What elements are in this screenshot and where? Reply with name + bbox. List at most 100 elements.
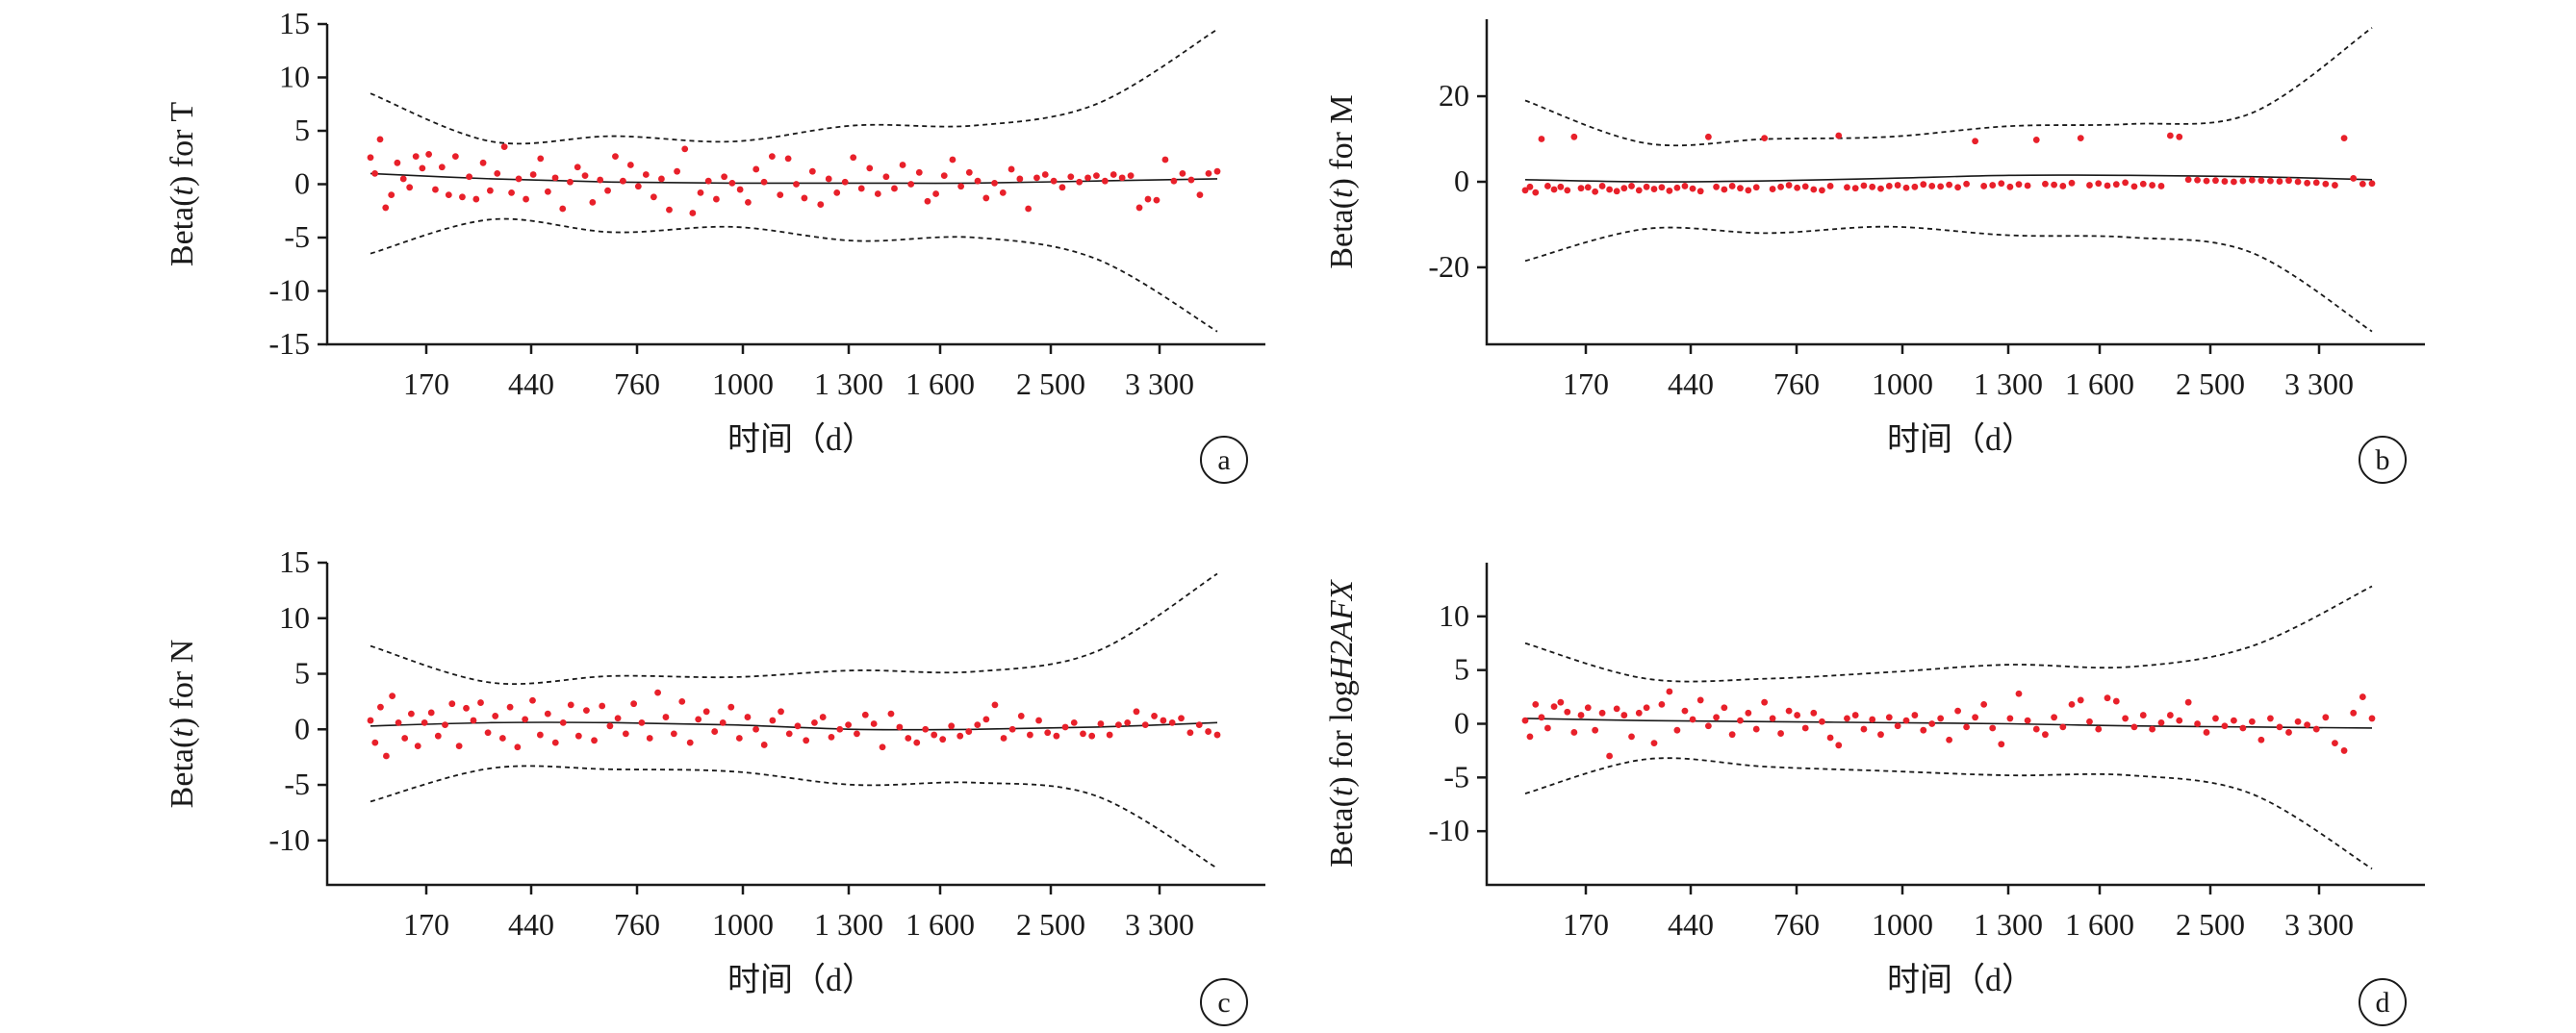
data-point: [1532, 189, 1540, 196]
data-point: [1557, 698, 1565, 706]
data-point: [887, 710, 895, 718]
data-point: [2248, 718, 2256, 725]
y-axis-title-var: t: [1324, 188, 1360, 198]
data-point: [514, 743, 522, 751]
data-point: [1728, 731, 1736, 739]
data-point: [1877, 731, 1884, 739]
data-point: [367, 717, 374, 724]
data-point: [650, 193, 657, 201]
data-point: [1745, 187, 1752, 194]
upper-confidence-band: [1524, 585, 2373, 683]
data-point: [574, 732, 582, 740]
data-point: [421, 718, 428, 726]
data-point: [785, 730, 793, 738]
data-point: [537, 155, 545, 163]
data-point: [2059, 723, 2067, 731]
data-point: [1894, 722, 1901, 730]
data-point: [559, 205, 567, 213]
data-point: [2042, 731, 2049, 739]
data-point: [2149, 725, 2156, 733]
data-point: [1946, 736, 1953, 743]
data-point: [567, 178, 574, 186]
data-point: [1144, 195, 1152, 203]
data-point: [711, 728, 719, 735]
data-point: [666, 206, 673, 214]
data-point: [1017, 713, 1025, 719]
data-point: [1810, 186, 1818, 193]
data-point: [1577, 712, 1585, 718]
data-point: [1819, 718, 1825, 725]
data-point: [1526, 733, 1534, 741]
data-point: [1752, 184, 1760, 191]
data-point: [713, 195, 720, 203]
data-point: [448, 700, 456, 708]
data-point: [1777, 730, 1784, 737]
data-point: [1761, 135, 1769, 142]
data-point: [388, 191, 395, 199]
data-point: [874, 190, 881, 197]
data-point: [689, 210, 697, 216]
y-tick-label: 0: [294, 711, 310, 745]
data-point: [833, 189, 841, 196]
data-point: [484, 729, 492, 737]
data-point: [801, 194, 808, 202]
fitted-line: [370, 721, 1218, 731]
y-axis-title-prefix: Beta(: [165, 195, 200, 266]
data-point: [1752, 725, 1760, 733]
data-point: [695, 716, 702, 723]
data-point: [866, 164, 874, 172]
data-point: [466, 173, 473, 181]
data-point: [1851, 185, 1859, 192]
y-tick-label: -10: [1428, 813, 1469, 847]
data-point: [1989, 724, 1997, 732]
y-tick-label: 5: [294, 113, 310, 147]
data-point: [442, 721, 448, 729]
data-point: [784, 155, 792, 163]
data-point: [2051, 714, 2058, 721]
data-point: [1666, 187, 1673, 194]
data-point: [1543, 183, 1551, 189]
data-point: [819, 714, 827, 720]
y-axis-title-prefix: Beta(: [1324, 198, 1360, 269]
data-point: [591, 737, 598, 744]
data-point: [1557, 183, 1565, 190]
data-point: [1160, 717, 1167, 724]
data-point: [1109, 171, 1117, 178]
data-point: [1713, 183, 1720, 190]
data-point: [1550, 186, 1558, 193]
data-point: [1980, 701, 1988, 708]
x-tick-label: 2 500: [1016, 907, 1085, 942]
data-point: [394, 159, 401, 166]
data-point: [2340, 747, 2348, 754]
data-point: [1141, 721, 1149, 729]
data-point: [1902, 717, 1910, 724]
data-point: [1696, 188, 1704, 195]
panel-letter: a: [1217, 444, 1230, 476]
data-point: [1844, 715, 1850, 722]
panel-b: -20 0 20 170 440 760 1000 1 300 1 600 2 500 3 300 时…: [1324, 19, 2425, 484]
data-point: [1954, 707, 1961, 715]
data-point: [2157, 183, 2165, 189]
data-point: [1115, 721, 1122, 729]
panel-letter-circle: [1200, 436, 1248, 484]
data-point: [777, 191, 784, 199]
data-point: [686, 739, 694, 746]
data-point: [2221, 178, 2229, 185]
data-point: [2051, 181, 2058, 189]
data-point: [1681, 707, 1689, 715]
x-tick-label: 1000: [1872, 366, 1933, 401]
data-point: [472, 195, 480, 203]
y-axis-title-prefix: Beta(: [165, 738, 200, 809]
data-point: [850, 154, 857, 162]
data-point: [1844, 184, 1850, 191]
data-point: [1851, 712, 1859, 718]
x-axis-title: 时间（d）: [1887, 962, 2034, 998]
data-point: [1135, 204, 1143, 212]
y-axis-title-suffix: ) for log: [1324, 680, 1360, 787]
data-point: [399, 175, 407, 183]
data-point: [1920, 726, 1927, 734]
panel-d: -10 -5 0 5 10 170 440 760 1000 1 300 1 600 2 500 3 3…: [1324, 563, 2425, 1026]
data-point: [1124, 718, 1132, 726]
data-point: [382, 204, 390, 212]
